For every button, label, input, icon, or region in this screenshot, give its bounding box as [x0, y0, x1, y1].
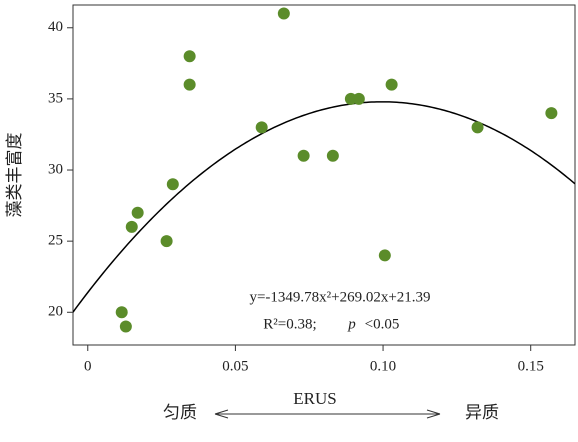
point: [125, 220, 138, 233]
x-left-label: 匀质: [163, 403, 197, 422]
x-axis-label: ERUS: [293, 389, 336, 408]
x-tick-label: 0.10: [370, 358, 396, 374]
y-tick-label: 25: [48, 233, 63, 249]
point: [385, 78, 398, 91]
x-right-label: 异质: [465, 403, 499, 422]
r-squared: R²=0.38;: [263, 316, 316, 332]
point: [255, 121, 268, 134]
point: [131, 206, 144, 219]
trendline: [73, 101, 575, 313]
point: [352, 92, 365, 105]
point: [166, 178, 179, 191]
x-tick-label: 0.15: [518, 358, 544, 374]
x-tick-label: 0.05: [222, 358, 248, 374]
y-tick-label: 20: [48, 304, 63, 320]
point: [545, 107, 558, 120]
p-symbol: p: [347, 316, 356, 332]
point: [160, 235, 173, 248]
y-tick-label: 30: [48, 161, 63, 177]
point: [277, 7, 290, 20]
y-tick-label: 40: [48, 19, 63, 35]
x-tick-label: 0: [84, 358, 92, 374]
y-axis-label: 藻类丰富度: [5, 133, 24, 218]
plot-frame: [72, 4, 576, 346]
point: [119, 320, 132, 333]
p-value: <0.05: [365, 316, 400, 332]
point: [297, 149, 310, 162]
direction-arrow: [214, 409, 441, 419]
point: [183, 78, 196, 91]
point: [378, 249, 391, 262]
point: [326, 149, 339, 162]
equation: y=-1349.78x²+269.02x+21.39: [249, 289, 430, 305]
point: [471, 121, 484, 134]
point: [183, 50, 196, 63]
y-tick-label: 35: [48, 90, 63, 106]
point: [115, 306, 128, 319]
